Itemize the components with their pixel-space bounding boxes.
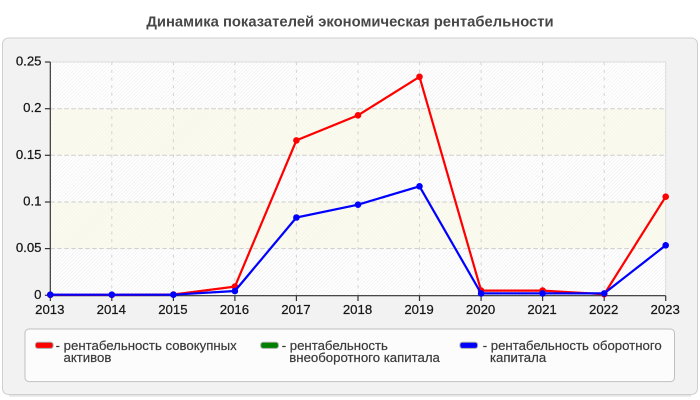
svg-text:2019: 2019 bbox=[404, 302, 433, 317]
svg-text:2016: 2016 bbox=[220, 302, 249, 317]
svg-text:- рентабельность оборотного: - рентабельность оборотного bbox=[483, 338, 662, 353]
svg-text:2018: 2018 bbox=[343, 302, 372, 317]
svg-text:активов: активов bbox=[64, 350, 112, 365]
svg-text:2014: 2014 bbox=[97, 302, 126, 317]
svg-text:Динамика показателей экономиче: Динамика показателей экономическая рента… bbox=[146, 15, 553, 31]
svg-text:0.05: 0.05 bbox=[16, 240, 42, 255]
svg-text:2020: 2020 bbox=[466, 302, 495, 317]
svg-text:- рентабельность совокупных: - рентабельность совокупных bbox=[56, 338, 238, 353]
svg-text:0.2: 0.2 bbox=[23, 100, 41, 115]
svg-text:2017: 2017 bbox=[281, 302, 310, 317]
svg-text:0.15: 0.15 bbox=[16, 147, 42, 162]
svg-text:внеоборотного капитала: внеоборотного капитала bbox=[289, 350, 440, 365]
svg-text:0.1: 0.1 bbox=[23, 194, 41, 209]
svg-text:капитала: капитала bbox=[490, 350, 547, 365]
svg-text:0.25: 0.25 bbox=[16, 54, 42, 69]
svg-text:2023: 2023 bbox=[651, 302, 680, 317]
svg-text:2021: 2021 bbox=[527, 302, 556, 317]
svg-text:2013: 2013 bbox=[35, 302, 64, 317]
svg-text:- рентабельность: - рентабельность bbox=[282, 338, 388, 353]
svg-text:0: 0 bbox=[34, 287, 41, 302]
svg-text:2022: 2022 bbox=[589, 302, 618, 317]
svg-text:2015: 2015 bbox=[158, 302, 187, 317]
